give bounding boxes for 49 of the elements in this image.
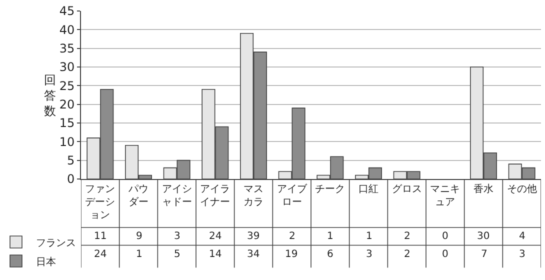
y-tick-label: 10 xyxy=(59,134,75,149)
data-label: 7 xyxy=(481,249,488,260)
data-label: 34 xyxy=(247,249,260,260)
x-tick-label: チーク xyxy=(315,184,346,195)
x-tick-label: アイブロー xyxy=(276,183,308,208)
x-tick-label: その他 xyxy=(506,183,537,195)
y-tick-label: 25 xyxy=(59,78,75,93)
data-label: 6 xyxy=(327,249,334,260)
y-tick-label: 30 xyxy=(59,60,75,74)
x-tick-label: 口紅 xyxy=(358,184,378,195)
y-tick-label: 20 xyxy=(59,98,75,112)
data-label: 2 xyxy=(289,231,296,242)
y-axis-title: 回答数 xyxy=(44,73,56,118)
data-label: 30 xyxy=(477,231,490,242)
x-tick-label: マニキュア xyxy=(430,184,460,208)
data-label: 5 xyxy=(174,249,180,260)
data-label: 2 xyxy=(404,249,410,260)
x-tick-label: アイシャドー xyxy=(162,184,192,208)
y-tick-label: 45 xyxy=(59,4,75,18)
data-label: 2 xyxy=(404,231,410,242)
data-label: 4 xyxy=(519,231,526,242)
data-label: 0 xyxy=(442,249,448,260)
data-label: 1 xyxy=(366,231,372,242)
y-tick-label: 35 xyxy=(59,42,75,56)
y-tick-label: 40 xyxy=(59,22,75,37)
data-label: 0 xyxy=(442,231,448,242)
data-label: 9 xyxy=(136,231,142,242)
y-tick-label: 15 xyxy=(59,116,75,130)
data-label: 39 xyxy=(247,231,260,242)
x-tick-label: ファンデーション xyxy=(85,184,116,221)
x-tick-label: 香水 xyxy=(474,183,494,195)
y-tick-label: 0 xyxy=(66,172,75,186)
data-label: 19 xyxy=(285,249,298,260)
data-label: 24 xyxy=(94,249,107,260)
data-label: 3 xyxy=(519,249,526,260)
x-tick-label: マスカラ xyxy=(244,184,264,208)
data-label: 1 xyxy=(136,249,142,260)
data-label: 14 xyxy=(209,249,222,260)
y-tick-label: 5 xyxy=(66,154,75,168)
data-label: 11 xyxy=(94,231,107,242)
legend-label: フランス xyxy=(36,238,76,249)
data-label: 3 xyxy=(366,249,372,260)
data-label: 3 xyxy=(174,231,180,242)
data-label: 1 xyxy=(327,231,334,242)
data-label: 24 xyxy=(209,231,222,242)
x-tick-label: グロス xyxy=(392,184,422,195)
x-tick-label: パウダー xyxy=(128,184,148,208)
x-tick-label: アイライナー xyxy=(200,184,230,208)
legend-label: 日本 xyxy=(36,256,56,268)
